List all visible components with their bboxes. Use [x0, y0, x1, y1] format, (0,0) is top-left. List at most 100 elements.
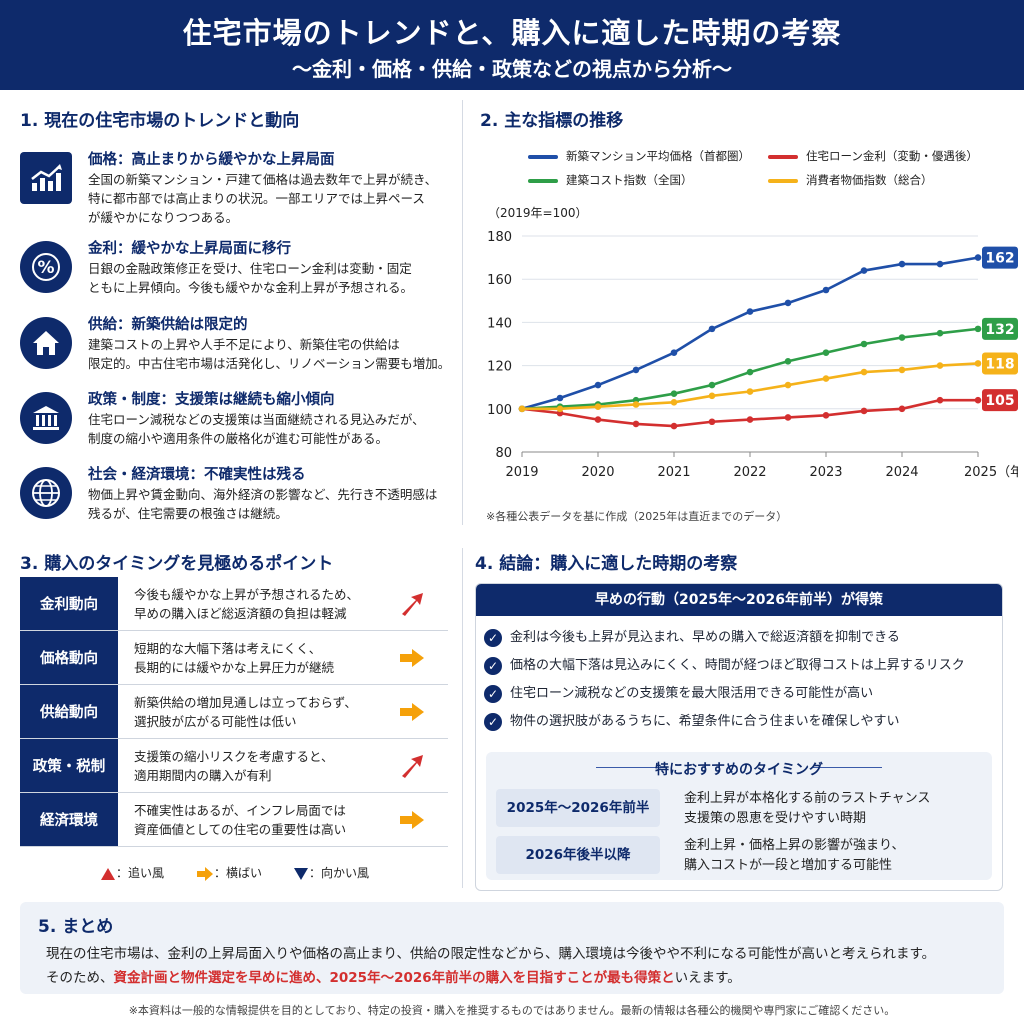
- percent-icon: %: [20, 241, 72, 293]
- down-triangle-icon: [294, 867, 308, 880]
- y-tick-label: 100: [487, 403, 512, 418]
- timing-desc-early: 金利上昇が本格化する前のラストチャンス 支援策の恩恵を受けやすい時期: [684, 791, 931, 826]
- check-item: ✓ 物件の選択肢があるうちに、希望条件に合う住まいを確保しやすい: [484, 710, 899, 731]
- trend-arrow-icon: [400, 703, 424, 721]
- recommended-timing-box: 特におすすめのタイミング 2025年〜2026年前半 金利上昇が本格化する前のラ…: [486, 752, 992, 880]
- series-point-3: [974, 360, 982, 367]
- column-divider-bottom: [462, 548, 463, 888]
- rising-chart-icon: [20, 152, 72, 204]
- trend-heading: 社会・経済環境：不確実性は残る: [88, 467, 306, 483]
- trend-body: 建築コストの上昇や人手不足により、新築住宅の供給は 限定的。中古住宅市場は活発化…: [88, 337, 451, 371]
- legend-label: 住宅ローン金利（変動・優遇後）: [806, 149, 978, 163]
- series-point-3: [860, 368, 868, 376]
- x-tick-label: 2024: [885, 465, 918, 480]
- series-point-2: [708, 381, 716, 389]
- svg-text:%: %: [37, 258, 54, 278]
- row-key: 政策・税制: [20, 739, 118, 792]
- table-row: 供給動向 新築供給の増加見通しは立っておらず、 選択肢が広がる可能性は低い: [20, 685, 448, 739]
- check-icon: ✓: [484, 684, 502, 703]
- x-tick-label: 2021: [657, 465, 690, 480]
- up-triangle-icon: [101, 867, 115, 880]
- end-label-0: 162: [985, 251, 1014, 267]
- series-point-0: [670, 349, 678, 356]
- legend-label: 新築マンション平均価格（首都圏）: [566, 149, 750, 163]
- section4-title: 4. 結論：購入に適した時期の考察: [475, 554, 738, 574]
- series-point-3: [898, 366, 906, 374]
- series-line-0: [521, 256, 979, 411]
- summary-highlight: 資金計画と物件選定を早めに進め、2025年〜2026年前半の購入を目指すことが最…: [113, 970, 675, 986]
- trend-arrow-icon: [402, 755, 423, 778]
- y-tick-label: 160: [487, 273, 512, 288]
- series-point-3: [822, 375, 830, 382]
- timing-pill-early: 2025年〜2026年前半: [496, 789, 660, 827]
- series-point-2: [936, 329, 944, 337]
- table-row: 価格動向 短期的な大幅下落は考えにくく、 長期的には緩やかな上昇圧力が継続: [20, 631, 448, 685]
- series-point-1: [898, 405, 906, 413]
- section3-title: 3. 購入のタイミングを見極めるポイント: [20, 554, 334, 574]
- series-point-3: [518, 405, 526, 413]
- series-point-2: [898, 334, 906, 341]
- trend-heading: 政策・制度：支援策は継続も縮小傾向: [88, 392, 335, 408]
- series-point-1: [860, 407, 868, 415]
- series-point-3: [594, 403, 602, 410]
- line-chart: 80 100 120 140 160 180 2019 2020 2021 2022 2023 202…: [487, 230, 1018, 480]
- series-point-1: [594, 416, 602, 423]
- series-point-2: [746, 368, 754, 376]
- section2-title: 2. 主な指標の推移: [480, 111, 624, 131]
- series-point-0: [708, 325, 716, 333]
- trend-item-economy: 社会・経済環境：不確実性は残る 物価上昇や賃金動向、海外経済の影響など、先行き不…: [20, 463, 460, 533]
- legend-headwind: ：向かい風: [293, 864, 369, 881]
- legend-label: 建築コスト指数（全国）: [566, 173, 693, 187]
- series-point-1: [936, 396, 944, 404]
- x-tick-label: 2022: [733, 465, 766, 480]
- series-point-1: [784, 414, 792, 421]
- summary-line-2: そのため、資金計画と物件選定を早めに進め、2025年〜2026年前半の購入を目指…: [46, 966, 741, 986]
- row-key: 供給動向: [20, 685, 118, 738]
- series-point-0: [594, 381, 602, 389]
- legend-flat-label: ：横ばい: [214, 866, 263, 880]
- summary-line-2-post: いえます。: [674, 970, 741, 986]
- series-point-1: [670, 422, 678, 430]
- series-point-2: [784, 357, 792, 365]
- x-tick-label: 2023: [809, 465, 842, 480]
- trend-body: 日銀の金融政策修正を受け、住宅ローン金利は変動・固定 ともに上昇傾向。今後も緩や…: [88, 261, 414, 295]
- disclaimer-footer: ※本資料は一般的な情報提供を目的としており、特定の投資・購入を推奨するものではあ…: [128, 1004, 896, 1017]
- chart-unit-label: （2019年=100）: [488, 206, 588, 220]
- house-icon: [20, 317, 72, 369]
- end-label-2: 132: [985, 322, 1014, 338]
- series-point-0: [746, 308, 754, 315]
- series-point-2: [822, 349, 830, 356]
- trend-item-interest: % 金利：緩やかな上昇局面に移行 日銀の金融政策修正を受け、住宅ローン金利は変動…: [20, 237, 460, 307]
- x-tick-label: 2025（年）: [964, 465, 1018, 480]
- check-item: ✓ 価格の大幅下落は見込みにくく、時間が経つほど取得コストは上昇するリスク: [484, 654, 965, 675]
- summary-line-2-pre: そのため、: [46, 970, 114, 986]
- series-point-3: [556, 405, 564, 413]
- legend-item-construction-cost: 建築コスト指数（全国）: [528, 172, 693, 188]
- timing-desc-late: 金利上昇・価格上昇の影響が強まり、 購入コストが一段と増加する可能性: [684, 838, 905, 873]
- timing-pill-late: 2026年後半以降: [496, 836, 660, 874]
- check-text: 金利は今後も上昇が見込まれ、早めの購入で総返済額を抑制できる: [510, 630, 900, 645]
- series-point-3: [632, 401, 640, 408]
- series-point-3: [708, 392, 716, 400]
- legend-item-mansion-price: 新築マンション平均価格（首都圏）: [528, 148, 750, 164]
- y-tick-label: 180: [487, 230, 512, 245]
- decor-line-left: [596, 767, 666, 768]
- series-point-2: [860, 340, 868, 348]
- row-key: 金利動向: [20, 577, 118, 630]
- row-key: 価格動向: [20, 631, 118, 684]
- page-title: 住宅市場のトレンドと、購入に適した時期の考察: [182, 16, 842, 50]
- end-label-box-3: [982, 352, 1018, 375]
- end-label-1: 105: [985, 393, 1014, 409]
- x-tick-label: 2019: [505, 465, 538, 480]
- conclusion-panel: 早めの行動（2025年〜2026年前半）が得策 ✓ 金利は今後も上昇が見込まれ、早…: [475, 583, 1003, 891]
- series-point-0: [556, 394, 564, 402]
- page-subtitle: 〜金利・価格・供給・政策などの視点から分析〜: [292, 57, 732, 81]
- timing-points-table: 金利動向 今後も緩やかな上昇が予想されるため、 早めの購入ほど総返済額の負担は軽減…: [20, 577, 448, 847]
- check-text: 物件の選択肢があるうちに、希望条件に合う住まいを確保しやすい: [510, 714, 900, 729]
- row-text: 支援策の縮小リスクを考慮すると、 適用期間内の購入が有利: [134, 749, 334, 783]
- decor-line-right: [812, 767, 882, 768]
- trend-arrow-icon: [402, 593, 423, 616]
- row-text: 新築供給の増加見通しは立っておらず、 選択肢が広がる可能性は低い: [134, 695, 357, 729]
- x-tick-label: 2020: [581, 465, 614, 480]
- row-text: 不確実性はあるが、インフレ局面では 資産価値としての住宅の重要性は高い: [134, 803, 347, 837]
